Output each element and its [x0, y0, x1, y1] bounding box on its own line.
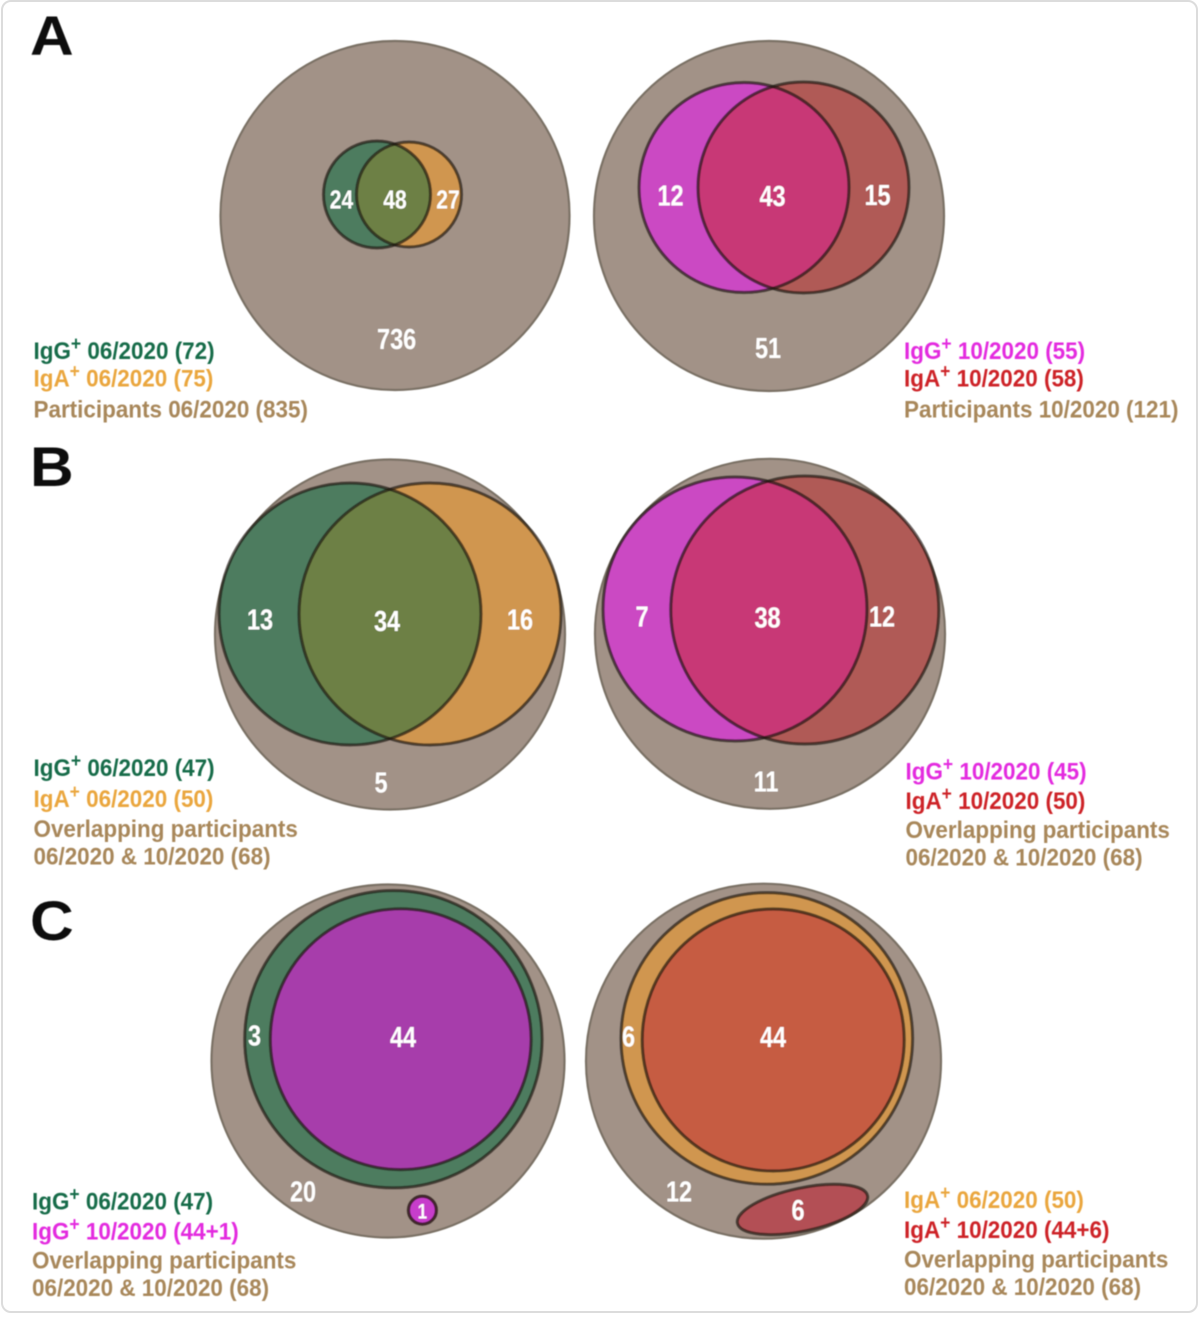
svg-text:3: 3 — [248, 1019, 261, 1052]
svg-text:06/2020 & 10/2020 (68): 06/2020 & 10/2020 (68) — [906, 844, 1143, 871]
svg-text:51: 51 — [755, 332, 781, 365]
svg-text:5: 5 — [374, 766, 387, 799]
svg-text:Participants 10/2020 (121): Participants 10/2020 (121) — [904, 396, 1178, 423]
svg-text:16: 16 — [507, 603, 533, 636]
svg-text:15: 15 — [864, 178, 890, 211]
svg-text:C: C — [30, 890, 74, 952]
svg-text:IgG+ 10/2020 (55): IgG+ 10/2020 (55) — [904, 332, 1085, 364]
svg-text:06/2020 & 10/2020 (68): 06/2020 & 10/2020 (68) — [32, 1274, 269, 1301]
svg-text:44: 44 — [760, 1021, 786, 1054]
svg-text:Overlapping participants: Overlapping participants — [32, 1247, 296, 1274]
svg-text:27: 27 — [436, 186, 459, 215]
svg-text:12: 12 — [869, 600, 895, 633]
svg-text:20: 20 — [290, 1175, 316, 1208]
svg-text:IgG+ 10/2020 (45): IgG+ 10/2020 (45) — [906, 753, 1087, 785]
svg-text:IgA+ 10/2020 (58): IgA+ 10/2020 (58) — [904, 360, 1084, 392]
svg-text:38: 38 — [754, 601, 780, 634]
svg-text:06/2020 & 10/2020 (68): 06/2020 & 10/2020 (68) — [34, 843, 271, 870]
svg-text:IgG+ 06/2020 (72): IgG+ 06/2020 (72) — [34, 332, 215, 364]
svg-text:IgA+ 06/2020 (50): IgA+ 06/2020 (50) — [34, 780, 214, 812]
svg-text:IgG+ 06/2020 (47): IgG+ 06/2020 (47) — [34, 749, 215, 781]
svg-text:IgA+ 10/2020 (50): IgA+ 10/2020 (50) — [906, 782, 1086, 814]
svg-text:736: 736 — [377, 323, 416, 356]
svg-text:IgG+ 10/2020 (44+1): IgG+ 10/2020 (44+1) — [32, 1213, 239, 1245]
svg-text:A: A — [30, 5, 74, 67]
svg-text:Overlapping participants: Overlapping participants — [904, 1246, 1168, 1273]
svg-text:12: 12 — [666, 1175, 692, 1208]
svg-text:B: B — [30, 436, 74, 498]
svg-text:12: 12 — [657, 179, 683, 212]
svg-text:Overlapping participants: Overlapping participants — [34, 815, 298, 842]
svg-text:Participants 06/2020 (835): Participants 06/2020 (835) — [34, 396, 308, 423]
svg-text:IgA+ 10/2020 (44+6): IgA+ 10/2020 (44+6) — [904, 1211, 1109, 1243]
svg-text:11: 11 — [754, 765, 779, 798]
svg-text:IgA+ 06/2020 (75): IgA+ 06/2020 (75) — [34, 360, 214, 392]
svg-text:06/2020 & 10/2020 (68): 06/2020 & 10/2020 (68) — [904, 1273, 1141, 1300]
svg-text:1: 1 — [418, 1201, 428, 1224]
svg-text:24: 24 — [330, 187, 354, 216]
svg-text:13: 13 — [247, 603, 273, 636]
svg-text:44: 44 — [390, 1021, 416, 1054]
svg-text:IgG+ 06/2020 (47): IgG+ 06/2020 (47) — [32, 1183, 213, 1215]
svg-text:IgA+ 06/2020 (50): IgA+ 06/2020 (50) — [904, 1181, 1084, 1213]
svg-text:6: 6 — [622, 1020, 635, 1053]
svg-text:34: 34 — [374, 605, 400, 638]
svg-text:48: 48 — [383, 187, 406, 216]
svg-text:Overlapping participants: Overlapping participants — [906, 816, 1170, 843]
svg-text:6: 6 — [791, 1194, 804, 1227]
svg-text:7: 7 — [635, 600, 648, 633]
svg-text:43: 43 — [759, 180, 785, 213]
